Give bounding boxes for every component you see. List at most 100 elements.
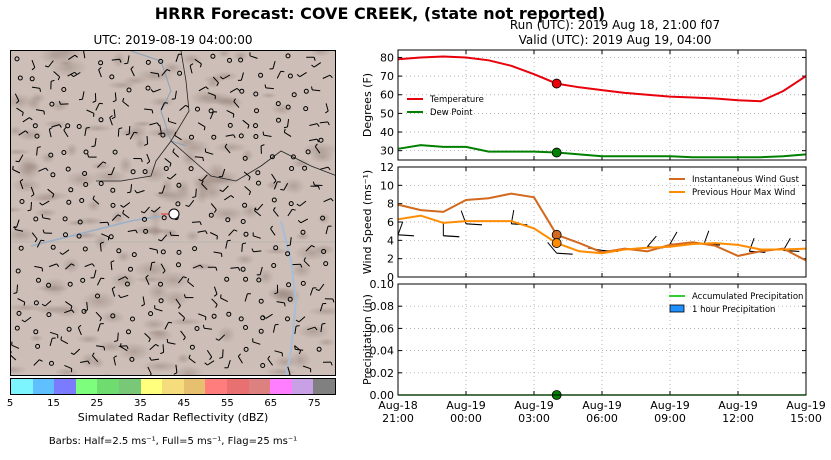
terrain-shade bbox=[65, 142, 79, 158]
wind-barb bbox=[242, 119, 250, 126]
wind-barb bbox=[309, 138, 318, 142]
wind-barb-flag bbox=[272, 207, 276, 211]
calm-wind-circle bbox=[33, 329, 39, 335]
calm-wind-circle bbox=[98, 60, 104, 66]
calm-wind-circle bbox=[14, 325, 20, 331]
calm-wind-circle bbox=[143, 228, 149, 234]
calm-wind-circle bbox=[189, 134, 194, 140]
calm-wind-circle bbox=[208, 212, 214, 218]
wind-barb bbox=[211, 298, 218, 305]
wind-barb bbox=[323, 198, 332, 203]
wind-barb bbox=[11, 354, 17, 361]
wind-barb-flag bbox=[58, 124, 62, 128]
wind-barb bbox=[36, 239, 42, 248]
x-tick-label: 03:00 bbox=[518, 412, 550, 425]
x-tick-label: Aug-19 bbox=[446, 399, 485, 412]
wind-barb bbox=[703, 230, 710, 245]
wind-barb bbox=[36, 147, 38, 156]
wind-barb-flag bbox=[247, 125, 250, 129]
calm-wind-circle bbox=[158, 58, 164, 64]
wind-barb bbox=[122, 101, 130, 107]
wind-barb-flag bbox=[248, 191, 252, 196]
wind-barb-flag bbox=[58, 100, 61, 105]
wind-barb bbox=[197, 230, 206, 233]
wind-barb bbox=[80, 360, 88, 363]
calm-wind-circle bbox=[48, 152, 54, 158]
calm-wind-circle bbox=[176, 249, 182, 255]
wind-barb bbox=[265, 313, 273, 319]
wind-barb-flag bbox=[330, 361, 333, 366]
calm-wind-circle bbox=[194, 326, 200, 331]
wind-barb bbox=[130, 184, 133, 193]
wind-barb bbox=[164, 322, 169, 330]
wind-barb bbox=[143, 206, 150, 214]
calm-wind-circle bbox=[116, 248, 122, 254]
legend-swatch bbox=[669, 304, 685, 313]
terrain-shade bbox=[310, 51, 332, 57]
calm-wind-circle bbox=[271, 197, 277, 203]
terrain-shade bbox=[317, 213, 331, 225]
wind-barb bbox=[11, 344, 20, 349]
wind-barb bbox=[213, 251, 222, 254]
wind-barb-flag bbox=[171, 98, 176, 100]
wind-barb bbox=[194, 156, 203, 158]
terrain-shade bbox=[189, 262, 216, 271]
wind-barb-flag bbox=[162, 270, 166, 274]
wind-barb bbox=[101, 233, 109, 238]
wind-barb bbox=[110, 262, 113, 271]
calm-wind-circle bbox=[61, 150, 67, 155]
wind-barb bbox=[18, 130, 26, 136]
x-tick-label: Aug-19 bbox=[650, 399, 689, 412]
wind-barb-flag bbox=[158, 132, 162, 135]
wind-barb-flag bbox=[273, 180, 277, 184]
wind-barb bbox=[174, 90, 177, 99]
x-tick-label: 12:00 bbox=[722, 412, 754, 425]
wind-barb bbox=[287, 366, 291, 375]
y-axis-label: Degrees (F) bbox=[361, 73, 374, 137]
calm-wind-circle bbox=[192, 246, 198, 252]
wind-barb bbox=[237, 356, 243, 364]
figure-title: HRRR Forecast: COVE CREEK, (state not re… bbox=[154, 4, 606, 23]
wind-barb-flag bbox=[74, 54, 78, 58]
wind-barb-flag bbox=[57, 76, 61, 81]
wind-barb bbox=[276, 301, 285, 304]
wind-barb bbox=[201, 183, 208, 191]
calm-wind-circle bbox=[65, 166, 71, 172]
wind-barb bbox=[123, 202, 131, 208]
wind-barb-flag bbox=[141, 303, 145, 307]
calm-wind-circle bbox=[19, 199, 25, 204]
wind-barb-flag bbox=[251, 248, 254, 253]
wind-barb-flag bbox=[219, 356, 223, 359]
wind-barb bbox=[130, 68, 135, 77]
wind-barb bbox=[271, 173, 277, 181]
calm-wind-circle bbox=[276, 117, 281, 123]
calm-wind-circle bbox=[289, 166, 295, 171]
wind-barb bbox=[222, 74, 231, 80]
wind-barb-flag bbox=[202, 324, 205, 329]
wind-barb-flag bbox=[316, 138, 320, 143]
terrain-shade bbox=[38, 51, 72, 65]
terrain-shade bbox=[11, 365, 27, 375]
wind-barb bbox=[145, 277, 150, 286]
wind-barb-flag bbox=[60, 336, 62, 340]
calm-wind-circle bbox=[33, 300, 39, 306]
river-line bbox=[280, 220, 298, 375]
calm-wind-circle bbox=[318, 137, 324, 143]
wind-barb-flag bbox=[50, 79, 55, 82]
wind-barb bbox=[117, 332, 119, 341]
wind-barb bbox=[397, 221, 404, 236]
y-tick-label: 8 bbox=[387, 198, 394, 211]
wind-barb-flag bbox=[56, 263, 60, 267]
wind-barb-flag bbox=[71, 309, 75, 314]
wind-barb bbox=[241, 243, 243, 252]
calm-wind-circle bbox=[145, 85, 151, 91]
wind-barb bbox=[98, 69, 102, 78]
y-tick-label: 6 bbox=[387, 216, 394, 229]
calm-wind-circle bbox=[128, 266, 133, 272]
calm-wind-circle bbox=[98, 117, 104, 123]
y-tick-label: 60 bbox=[380, 89, 394, 102]
wind-barb-flag bbox=[92, 195, 95, 200]
wind-barb-flag bbox=[126, 345, 129, 350]
wind-barb bbox=[62, 249, 70, 255]
wind-barb bbox=[263, 134, 272, 137]
